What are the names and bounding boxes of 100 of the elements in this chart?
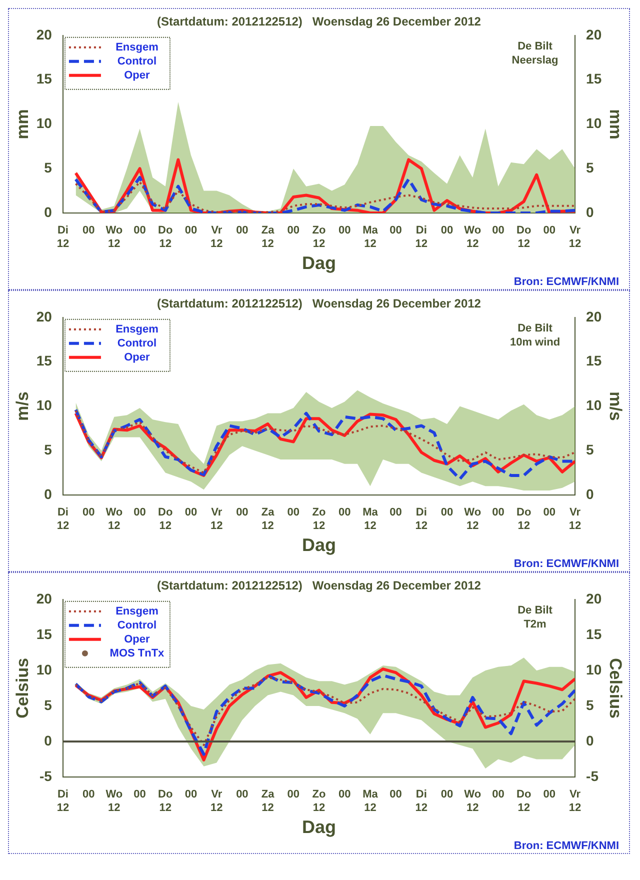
- y2-tick-label: 20: [586, 308, 602, 324]
- x-tick-label: 00: [134, 788, 146, 801]
- x-tick-label: Wo 12: [106, 224, 123, 250]
- x-tick-label: 00: [338, 224, 351, 237]
- x-tick-label: 00: [338, 788, 351, 801]
- annotation: Neerslag: [512, 54, 558, 66]
- x-tick-label: Ma 12: [362, 788, 379, 814]
- y2-tick-label: 20: [586, 590, 602, 606]
- x-tick-label: 00: [543, 224, 556, 237]
- line-series: [74, 676, 576, 746]
- x-tick-label: Wo 12: [464, 224, 482, 250]
- legend-label: Control: [117, 337, 157, 350]
- y2-tick-label: 0: [586, 204, 594, 220]
- y-tick-label: 5: [44, 159, 52, 176]
- x-tick-label: 00: [184, 224, 198, 237]
- x-tick-label: 00: [287, 224, 300, 237]
- annotation: De Bilt: [518, 40, 553, 52]
- y2-axis-title: m/s: [606, 392, 626, 421]
- x-tick-label: 00: [390, 224, 402, 237]
- y2-tick-label: 0: [586, 486, 594, 502]
- y-tick-label: 15: [36, 352, 52, 369]
- legend-label: Ensgem: [116, 41, 159, 54]
- y-tick-label: 0: [44, 732, 52, 748]
- x-tick-label: Do 12: [516, 506, 532, 532]
- x-tick-label: 00: [390, 506, 402, 519]
- y-tick-label: 0: [44, 486, 52, 502]
- x-tick-label: Vr 12: [210, 224, 223, 250]
- y2-tick-label: 15: [586, 626, 602, 642]
- annotation: T2m: [524, 618, 547, 630]
- legend-label: MOS TnTx: [110, 647, 166, 660]
- y-tick-label: 20: [36, 26, 52, 42]
- legend-label: Oper: [124, 69, 151, 82]
- x-tick-label: Vr 12: [210, 788, 223, 814]
- x-tick-label: 00: [236, 506, 248, 519]
- x-tick-label: Wo 12: [106, 506, 123, 532]
- annotation: De Bilt: [518, 604, 553, 616]
- x-tick-label: 00: [440, 506, 454, 519]
- legend-label: Oper: [124, 351, 151, 364]
- y2-tick-label: -5: [586, 768, 599, 784]
- annotation: 10m wind: [510, 336, 560, 348]
- x-tick-label: Di 12: [56, 506, 70, 532]
- x-tick-label: Do 12: [516, 224, 532, 250]
- x-tick-label: Wo 12: [464, 506, 482, 532]
- x-tick-label: Do 12: [158, 506, 173, 532]
- y-tick-label: -5: [40, 768, 52, 784]
- y-tick-label: 5: [44, 441, 52, 458]
- x-tick-label: 00: [543, 788, 556, 801]
- x-tick-label: Do 12: [158, 224, 173, 250]
- y-tick-label: 10: [36, 397, 52, 414]
- x-tick-label: 00: [236, 224, 248, 237]
- x-tick-label: Vr 12: [210, 506, 223, 532]
- y2-tick-label: 15: [586, 352, 602, 369]
- x-tick-label: Vr 12: [568, 788, 582, 814]
- x-axis-title: Dag: [302, 535, 336, 556]
- x-tick-label: Vr 12: [568, 506, 582, 532]
- x-tick-label: Ma 12: [362, 506, 379, 532]
- x-tick-label: Zo 12: [312, 224, 326, 250]
- x-tick-label: 00: [82, 506, 95, 519]
- y2-tick-label: 5: [586, 696, 594, 713]
- y-axis-title: Celsius: [12, 658, 32, 718]
- y2-tick-label: 10: [586, 661, 602, 678]
- chart-title: (Startdatum: 2012122512) Woensdag 26 December 2012: [157, 578, 482, 593]
- annotation: De Bilt: [518, 322, 553, 334]
- text: Bron: ECMWF/KNMI: [514, 558, 619, 570]
- x-tick-label: Di 12: [56, 224, 70, 250]
- legend-label: Ensgem: [116, 605, 159, 618]
- y-axis-title: mm: [12, 109, 32, 140]
- x-tick-label: 00: [236, 788, 248, 801]
- x-tick-label: Do 12: [158, 788, 173, 814]
- x-tick-label: Za 12: [261, 224, 276, 250]
- text: Bron: ECMWF/KNMI: [514, 276, 619, 288]
- y2-tick-label: 10: [586, 115, 602, 132]
- x-tick-label: 00: [492, 788, 504, 801]
- x-tick-label: 00: [184, 506, 198, 519]
- x-tick-label: 00: [134, 224, 146, 237]
- y-tick-label: 20: [36, 308, 52, 324]
- y-tick-label: 0: [44, 204, 52, 220]
- chart-title: (Startdatum: 2012122512) Woensdag 26 December 2012: [157, 14, 482, 29]
- y2-axis-title: mm: [606, 109, 626, 140]
- x-tick-label: Vr 12: [568, 224, 582, 250]
- text: Bron: ECMWF/KNMI: [514, 840, 619, 852]
- legend-label: Control: [117, 619, 157, 632]
- x-tick-label: 00: [390, 788, 402, 801]
- x-tick-label: 00: [287, 788, 300, 801]
- x-axis-title: Dag: [302, 817, 336, 838]
- x-tick-label: Za 12: [261, 506, 276, 532]
- x-axis-title: Dag: [302, 253, 336, 274]
- x-tick-label: 00: [492, 506, 504, 519]
- y-tick-label: 5: [44, 696, 52, 713]
- y-axis-title: m/s: [12, 392, 32, 421]
- x-tick-label: Ma 12: [362, 224, 379, 250]
- legend-label: Ensgem: [116, 323, 159, 336]
- x-tick-label: Di 12: [415, 224, 428, 250]
- x-tick-label: Wo 12: [106, 788, 123, 814]
- x-tick-label: Wo 12: [464, 788, 482, 814]
- legend-label: Oper: [124, 633, 151, 646]
- chart-title: (Startdatum: 2012122512) Woensdag 26 December 2012: [157, 296, 482, 311]
- x-tick-label: Di 12: [415, 506, 428, 532]
- x-tick-label: 00: [287, 506, 300, 519]
- y2-tick-label: 20: [586, 26, 602, 42]
